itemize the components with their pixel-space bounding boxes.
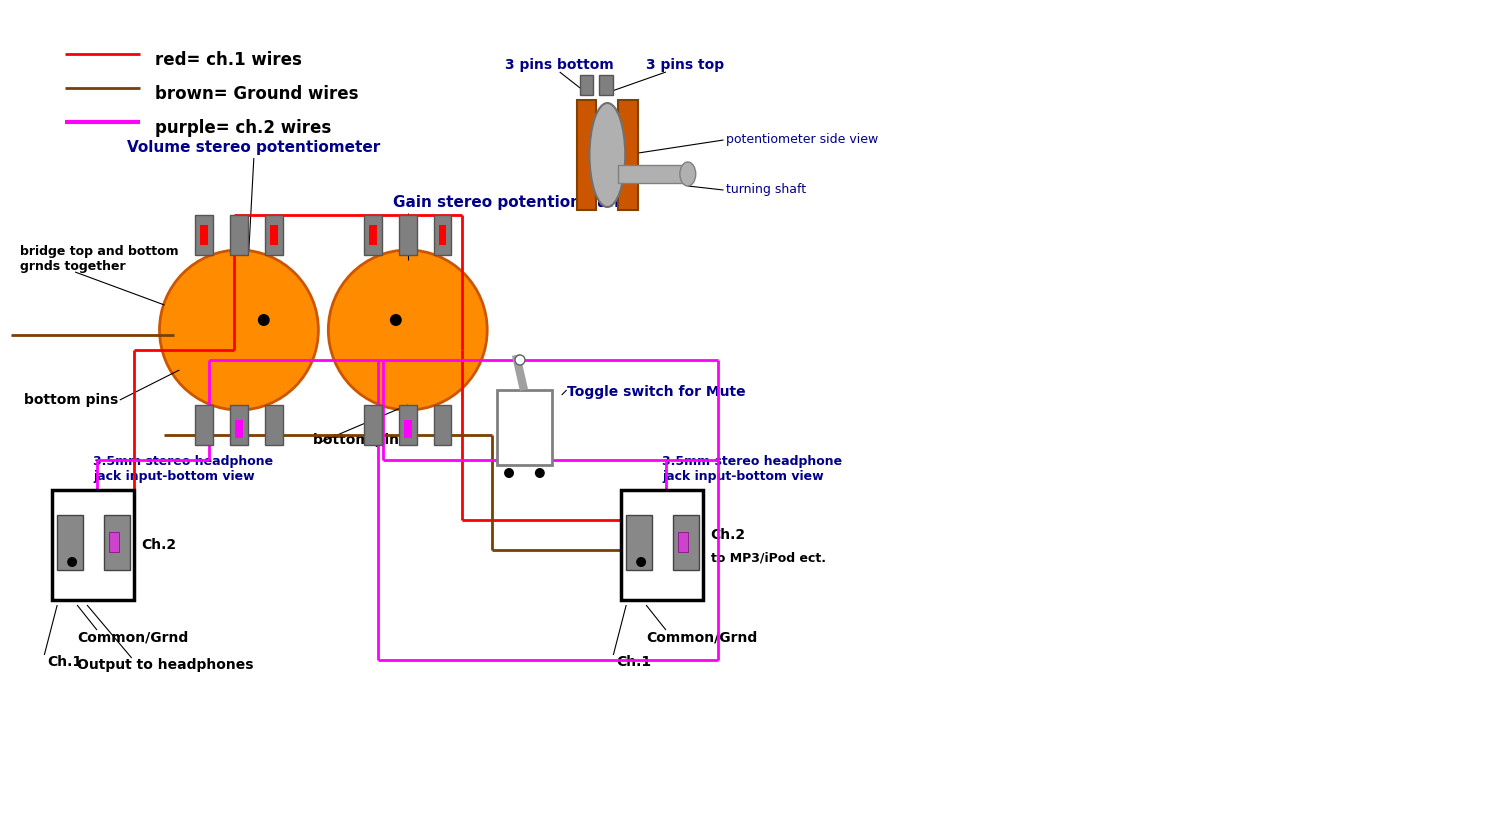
Circle shape [505, 468, 514, 478]
Bar [399, 215, 417, 255]
Circle shape [515, 355, 524, 365]
Bar [577, 100, 597, 210]
Text: potentiometer side view: potentiometer side view [725, 133, 878, 146]
Text: bottom pins: bottom pins [24, 393, 118, 407]
Text: Output to headphones: Output to headphones [77, 658, 254, 672]
Text: Ch.1: Ch.1 [47, 655, 83, 669]
Text: Ch.1: Ch.1 [616, 655, 651, 669]
Circle shape [160, 250, 319, 410]
Text: Common/Grnd: Common/Grnd [77, 630, 189, 644]
Bar [600, 75, 613, 95]
Ellipse shape [589, 103, 626, 207]
Text: 3 pins bottom: 3 pins bottom [505, 58, 613, 72]
Text: Common/Grnd: Common/Grnd [647, 630, 757, 644]
Bar [399, 405, 417, 445]
Bar [264, 215, 283, 255]
Bar [618, 165, 688, 183]
Circle shape [258, 314, 270, 326]
Text: bottom pins: bottom pins [313, 433, 408, 447]
Bar [626, 515, 653, 570]
Bar [109, 532, 119, 552]
Bar [364, 405, 382, 445]
Text: purple= ch.2 wires: purple= ch.2 wires [154, 119, 331, 137]
Bar [403, 420, 411, 438]
Bar [580, 75, 594, 95]
Bar [230, 405, 248, 445]
Bar [678, 532, 688, 552]
Bar [104, 515, 130, 570]
Bar [618, 100, 638, 210]
Circle shape [535, 468, 545, 478]
Text: Gain stereo potentiometer: Gain stereo potentiometer [393, 195, 621, 210]
Bar [434, 405, 452, 445]
Text: 3.5mm stereo headphone
jack input-bottom view: 3.5mm stereo headphone jack input-bottom… [94, 455, 273, 483]
Bar [57, 515, 83, 570]
Bar [497, 390, 552, 465]
Bar [438, 225, 446, 245]
Text: to MP3/iPod ect.: to MP3/iPod ect. [710, 551, 825, 564]
Bar [236, 420, 243, 438]
Ellipse shape [680, 162, 695, 186]
Bar [621, 490, 703, 600]
Bar [369, 225, 376, 245]
Text: 3.5mm stereo headphone
jack input-bottom view: 3.5mm stereo headphone jack input-bottom… [662, 455, 842, 483]
Bar [53, 490, 133, 600]
Circle shape [66, 557, 77, 567]
Text: Ch.2: Ch.2 [710, 528, 746, 542]
Circle shape [636, 557, 647, 567]
Bar [434, 215, 452, 255]
Bar [270, 225, 278, 245]
Bar [364, 215, 382, 255]
Text: brown= Ground wires: brown= Ground wires [154, 85, 358, 103]
Text: Volume stereo potentiometer: Volume stereo potentiometer [127, 140, 381, 155]
Bar [230, 215, 248, 255]
Bar [201, 225, 209, 245]
Text: Toggle switch for Mute: Toggle switch for Mute [567, 385, 745, 399]
Text: turning shaft: turning shaft [725, 184, 805, 197]
Bar [264, 405, 283, 445]
Bar [195, 405, 213, 445]
Bar [195, 215, 213, 255]
Text: Ch.2: Ch.2 [142, 538, 177, 552]
Circle shape [328, 250, 487, 410]
Text: red= ch.1 wires: red= ch.1 wires [154, 51, 301, 69]
Text: 3 pins top: 3 pins top [647, 58, 724, 72]
Bar [672, 515, 698, 570]
Text: bridge top and bottom
grnds together: bridge top and bottom grnds together [21, 245, 180, 273]
Circle shape [390, 314, 402, 326]
